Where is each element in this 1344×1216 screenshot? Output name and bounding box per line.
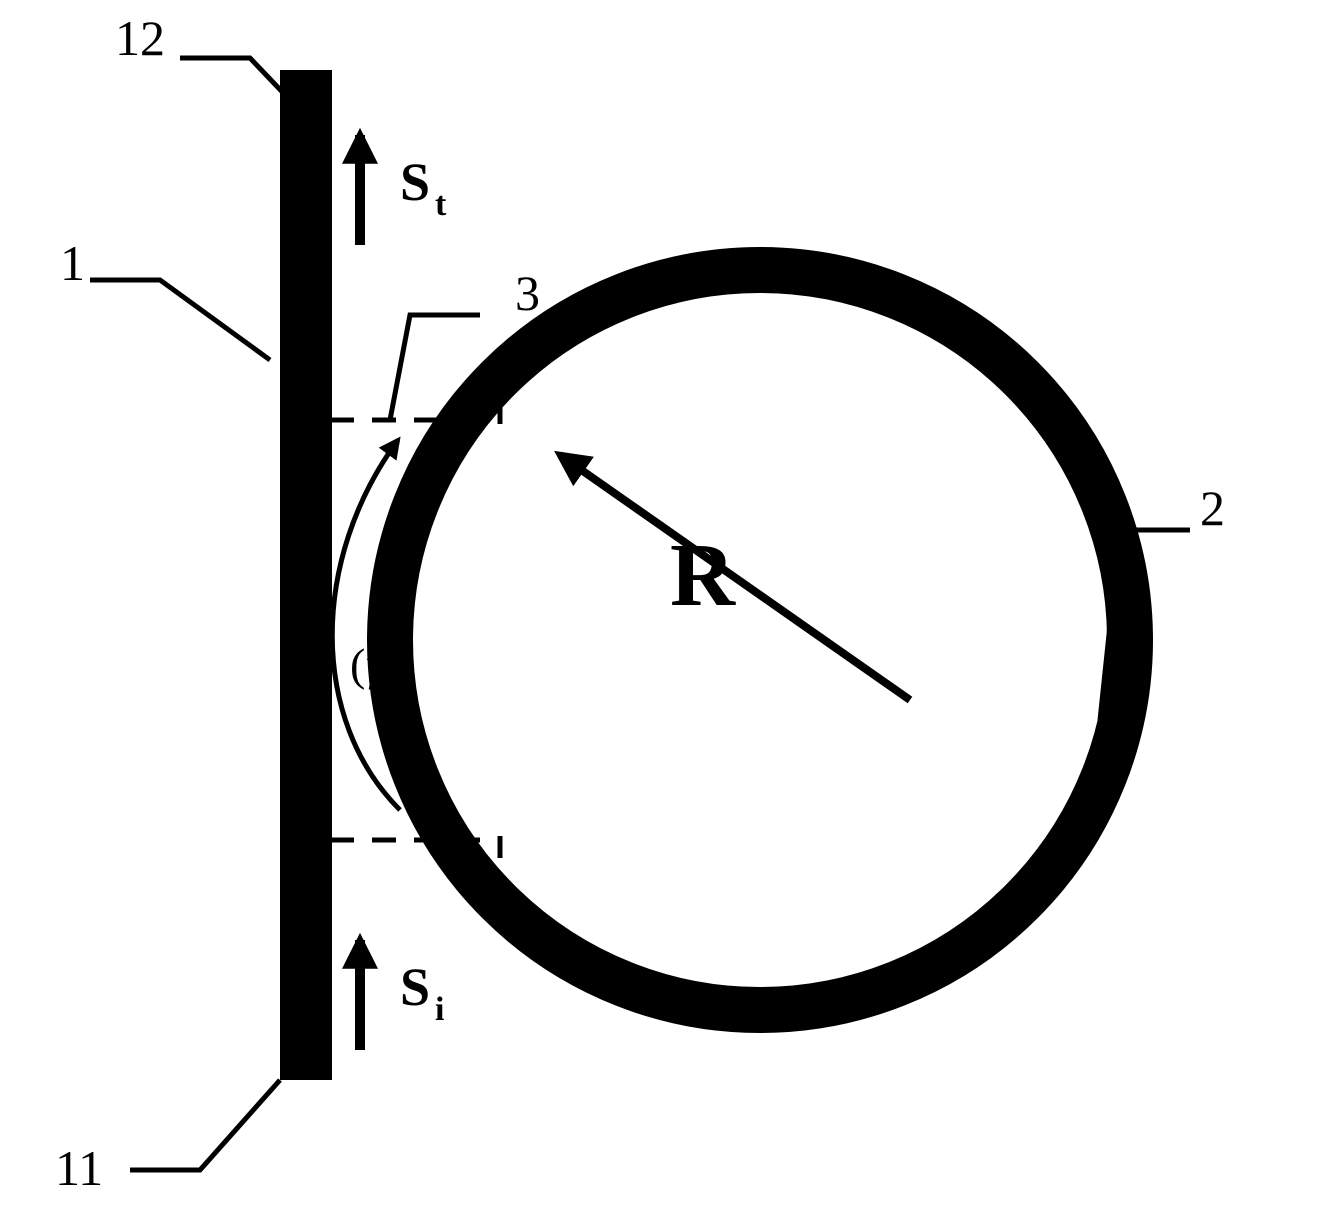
label-1-text: 1 [60,235,85,291]
si-sub: i [435,991,444,1028]
ring-resonator [390,270,1130,1010]
mu-label: (µ) [350,639,407,690]
label-12-text: 12 [115,10,165,66]
st-sub: t [435,186,447,223]
st-label: S [400,152,430,212]
radius-arrow [560,455,910,700]
label-11-leader [130,1080,280,1170]
label-12-leader [180,58,290,100]
label-11-text: 11 [55,1140,103,1196]
label-3-text: 3 [515,265,540,321]
si-label: S [400,957,430,1017]
label-2-text: 2 [1200,480,1225,536]
label-1-leader [90,280,270,360]
waveguide-bar [280,70,332,1080]
radius-label: R [670,526,736,625]
